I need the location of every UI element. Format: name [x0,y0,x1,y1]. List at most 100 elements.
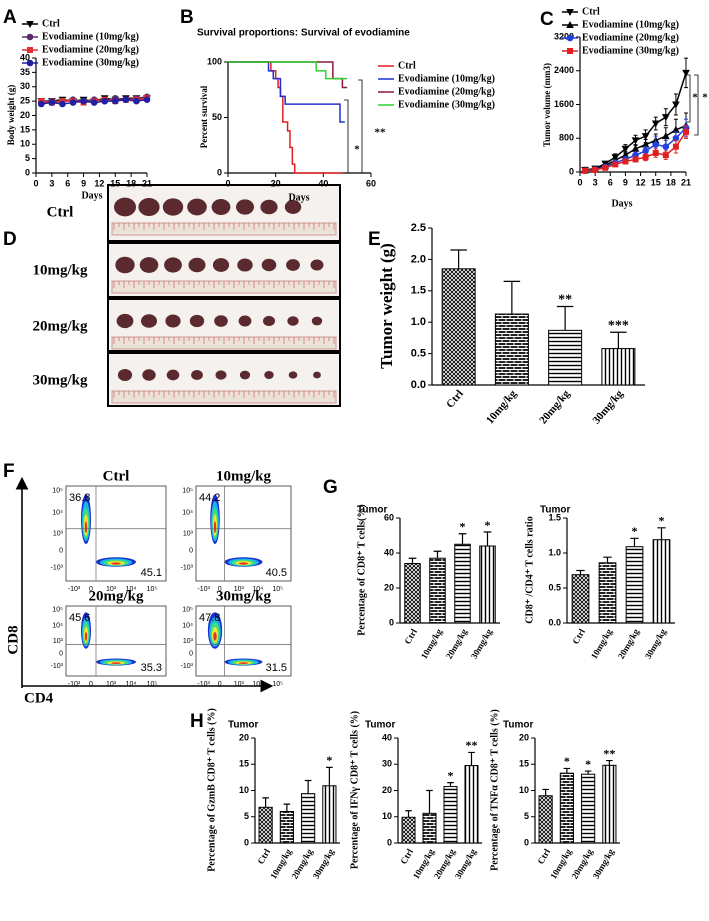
significance-label: * [460,520,466,534]
series-line [228,61,348,89]
point [69,99,77,106]
significance-label: * [585,757,591,771]
bar [494,313,529,386]
density-blob [111,562,121,565]
y-tick-label: 15 [239,759,249,769]
x-tick-label: 30mg/kg [591,847,616,881]
density-blob [238,662,249,664]
point [566,20,574,28]
bar [625,546,644,624]
x-tick-label: 6 [65,178,70,188]
error-bar [630,537,639,547]
panel-label: F [3,461,15,482]
quadrant-value: 44.2 [199,492,220,504]
y-axis-label: Percent survival [199,85,209,148]
error-bar [556,305,574,331]
y-tick-label: 0 [389,617,394,627]
y-tick-label: 0 [524,837,529,847]
y-tick-label: 0.0 [548,617,561,627]
y-tick-label: 1.0 [548,547,561,557]
x-axis-label: Days [81,190,102,201]
tumor [310,259,324,271]
y-tick-label: 30 [20,81,30,91]
y-tick-label: 800 [559,133,574,143]
point [662,143,670,150]
flow-y-tick: 0 [189,650,193,657]
bar [652,539,671,624]
flow-y-tick: 10⁵ [182,606,193,613]
point [90,99,98,106]
error-bar [542,788,549,796]
error-bar [450,249,467,269]
y-tick-label: 1.5 [548,512,561,522]
flow-title: Ctrl [103,468,130,484]
bar [559,772,574,844]
error-bar [503,280,521,315]
x-tick-label: 15 [110,178,120,188]
tumor [237,258,253,272]
significance-label: * [659,514,665,528]
point [632,156,639,163]
point [672,101,680,109]
point [682,69,690,77]
error-bar [304,779,312,794]
x-tick-label: Ctrl [535,847,552,866]
legend-label: Ctrl [398,60,416,71]
panel-label: H [190,711,204,732]
y-tick-label: 2.5 [411,222,426,234]
panel-label: D [3,229,17,250]
error-bar [603,556,612,563]
photo-row-label: 30mg/kg [32,372,88,388]
y-tick-label: 20 [384,582,394,592]
flow-y-tick: -10³ [181,565,194,572]
x-tick-label: 0 [225,178,230,188]
point [122,96,130,103]
tumor [117,368,133,382]
bar [454,543,471,624]
y-tick-label: 5 [25,153,30,163]
flow-x-tick: -10³ [68,681,81,688]
density-blob [84,631,88,641]
density-blob [213,521,217,534]
flow-x-tick: 10⁴ [252,586,263,593]
flow-y-tick: 10⁵ [52,606,63,613]
x-tick-label: 21 [681,177,691,187]
significance-label: ** [375,127,387,139]
bar [441,268,476,386]
flow-title: 30mg/kg [216,588,272,604]
y-tick-label: 50 [212,112,222,122]
tumor [286,259,300,271]
flow-x-tick: 0 [89,681,93,688]
chart-title: Tumor [357,505,387,516]
bar [429,557,446,624]
error-bar [610,331,627,349]
y-tick-label: 30 [382,759,392,769]
x-tick-label: Ctrl [444,388,466,411]
tumor [261,258,277,272]
y-tick-label: 15 [519,759,529,769]
y-tick-label: 20 [519,732,529,742]
significance-bracket [694,74,699,136]
flow-x-tick: 10⁴ [126,681,137,688]
point [651,120,660,128]
error-bar [426,789,433,814]
legend-label: Evodiamine (30mg/kg) [42,57,139,68]
error-bar [262,797,269,808]
flow-x-tick: -10³ [197,681,210,688]
significance-label: * [702,92,708,104]
x-tick-label: 12 [94,178,104,188]
density-blob [111,662,121,664]
point [582,167,589,174]
point [48,99,56,106]
x-tick-label: 15 [651,177,661,187]
bar [538,795,553,844]
point [642,147,649,155]
tumor [287,316,299,326]
x-tick-label: Ctrl [402,627,419,646]
significance-label: ** [466,738,478,752]
legend-label: Evodiamine (20mg/kg) [42,44,139,55]
y-tick-label: 0.0 [411,379,426,391]
flow-x-tick: 0 [89,586,93,593]
point [101,97,109,105]
point [661,132,670,140]
